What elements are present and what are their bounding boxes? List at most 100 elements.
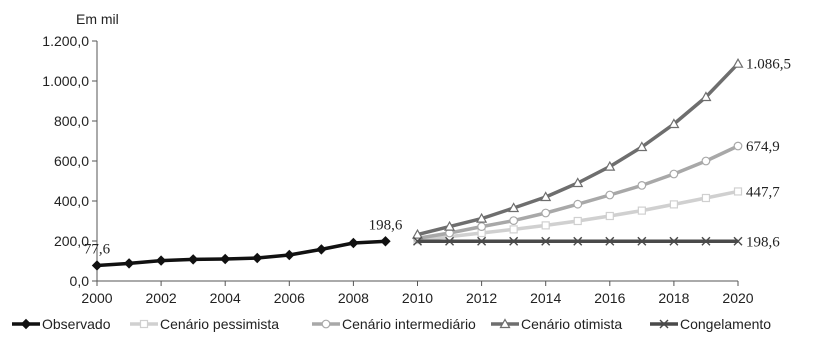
y-tick-label: 200,0 (54, 233, 89, 249)
legend-item: Congelamento (650, 316, 771, 332)
x-tick-label: 2000 (81, 290, 112, 306)
data-point (476, 212, 488, 223)
data-point (541, 236, 551, 246)
data-point (252, 252, 263, 264)
series-layer (91, 57, 744, 271)
data-point (701, 193, 711, 203)
legend-item: Cenário pessimista (130, 316, 279, 332)
x-marker-stroke (445, 236, 455, 246)
data-point (636, 141, 648, 152)
data-label: 198,6 (746, 234, 780, 250)
legend-label: Cenário otimista (521, 316, 622, 332)
legend-marker (321, 319, 331, 329)
data-point (284, 249, 295, 261)
unit-label: Em mil (76, 11, 119, 27)
data-point (605, 211, 614, 221)
x-tick-label: 2006 (274, 290, 305, 306)
x-tick-label: 2012 (466, 290, 497, 306)
series-cen-rio-intermedi-rio (413, 141, 743, 243)
x-marker-stroke (477, 236, 487, 246)
series-line (417, 189, 739, 242)
legend-label: Cenário intermediário (342, 316, 476, 332)
y-tick-label: 800,0 (54, 113, 89, 129)
data-point (605, 190, 615, 200)
data-point (637, 180, 647, 190)
x-marker-stroke (573, 236, 583, 246)
legend-label: Congelamento (680, 316, 771, 332)
series-line (96, 239, 386, 268)
data-point (701, 156, 711, 166)
data-point (155, 255, 167, 266)
legend: Observado Cenário pessimista Cenário inter… (12, 316, 771, 332)
data-point (91, 260, 103, 271)
x-tick-label: 2010 (402, 290, 433, 306)
series-cen-rio-otimista (411, 57, 744, 239)
x-marker-stroke (637, 236, 647, 246)
x-marker-stroke (733, 236, 743, 246)
x-tick-label: 2020 (722, 290, 753, 306)
data-point (637, 236, 647, 246)
data-point (123, 258, 135, 269)
x-tick-label: 2014 (530, 290, 561, 306)
data-point (509, 216, 519, 226)
data-point (637, 206, 646, 215)
data-point (445, 236, 455, 246)
data-point (477, 236, 487, 246)
data-point (219, 253, 231, 265)
data-point (413, 236, 422, 246)
x-tick-label: 2002 (146, 290, 177, 306)
data-point (348, 237, 359, 249)
data-point (187, 254, 199, 265)
data-point (508, 202, 520, 213)
x-marker-stroke (605, 236, 615, 246)
x-tick-label: 2018 (658, 290, 689, 306)
data-point (605, 236, 615, 246)
legend-item: Cenário intermediário (312, 316, 476, 332)
data-point (604, 160, 616, 171)
data-point (573, 199, 583, 209)
data-point (541, 208, 551, 218)
data-label: 198,6 (369, 217, 403, 233)
x-tick-label: 2008 (338, 290, 369, 306)
data-point (411, 228, 424, 239)
legend-label: Cenário pessimista (160, 316, 279, 332)
data-point (541, 221, 550, 230)
data-point (669, 169, 679, 179)
series-congelamento (413, 236, 743, 246)
x-marker-stroke (669, 236, 679, 246)
data-point (700, 91, 712, 102)
data-point (477, 222, 487, 232)
data-point (540, 191, 552, 202)
x-marker-stroke (701, 236, 711, 246)
data-point (572, 177, 584, 188)
y-tick-label: 400,0 (54, 193, 89, 209)
data-point (732, 57, 744, 68)
y-tick-label: 0,0 (70, 273, 90, 289)
legend-marker (499, 318, 511, 329)
y-tick-label: 1.200,0 (42, 33, 89, 49)
data-labels: 77,6 198,6 1.086,5 674,9 447,7 198,6 (84, 57, 791, 258)
data-point (701, 236, 711, 246)
x-marker-stroke (413, 236, 422, 246)
x-marker-stroke (659, 319, 669, 329)
data-point (733, 141, 743, 151)
data-point (573, 236, 583, 246)
data-label: 447,7 (746, 184, 780, 200)
x-marker-stroke (541, 236, 551, 246)
data-point (509, 236, 519, 246)
legend-marker (20, 318, 32, 330)
data-label: 77,6 (84, 241, 111, 257)
legend-item: Cenário otimista (491, 316, 622, 332)
data-point (380, 236, 391, 247)
legend-item: Observado (12, 316, 111, 332)
data-point (669, 200, 679, 209)
data-point (509, 225, 518, 234)
data-point (669, 236, 679, 246)
data-point (573, 216, 582, 226)
axes: 0,0 200,0 400,0 600,0 800,0 1.000,0 1.200,0 200… (42, 33, 753, 306)
data-point (733, 187, 743, 196)
x-marker-stroke (509, 236, 519, 246)
series-line (417, 62, 740, 237)
